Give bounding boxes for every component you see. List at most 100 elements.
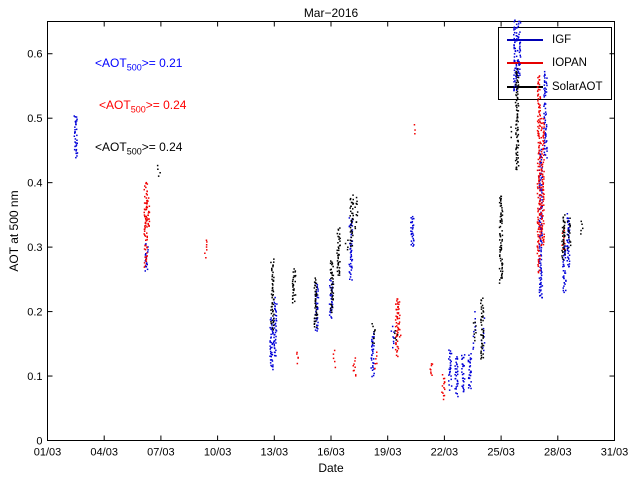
data-point <box>482 347 484 349</box>
data-point <box>456 366 459 368</box>
data-point <box>145 260 148 262</box>
data-point <box>540 249 542 251</box>
data-point <box>540 272 542 275</box>
data-point <box>543 145 546 147</box>
data-point <box>561 226 564 229</box>
data-point <box>396 312 399 314</box>
data-point <box>562 270 565 272</box>
data-point <box>483 336 485 338</box>
data-point <box>539 174 542 177</box>
data-point <box>356 214 359 217</box>
data-point <box>539 279 542 281</box>
data-point <box>567 227 569 230</box>
data-point <box>456 380 459 383</box>
data-point <box>538 214 541 216</box>
data-point <box>443 387 445 389</box>
data-point <box>147 200 149 202</box>
data-point <box>500 277 502 279</box>
data-point <box>463 356 465 359</box>
data-point <box>272 368 274 371</box>
data-point <box>143 214 146 216</box>
data-point <box>538 221 540 224</box>
data-point <box>397 347 400 350</box>
data-point <box>566 248 569 250</box>
data-point <box>568 230 570 232</box>
data-point <box>350 243 353 245</box>
data-point <box>540 162 542 164</box>
data-point <box>146 203 148 205</box>
data-point <box>75 122 77 124</box>
data-point <box>413 217 415 220</box>
data-point <box>356 211 359 213</box>
data-point <box>371 346 373 348</box>
data-point <box>499 233 501 235</box>
data-point <box>372 340 374 343</box>
data-point <box>540 232 543 234</box>
data-point <box>315 295 317 297</box>
data-point <box>146 190 148 193</box>
data-point <box>397 329 399 331</box>
data-point <box>144 221 147 224</box>
data-point <box>271 294 274 297</box>
data-point <box>205 246 208 248</box>
data-point <box>542 185 544 188</box>
data-point <box>351 240 353 242</box>
data-point <box>510 126 512 128</box>
data-point <box>371 344 373 347</box>
data-point <box>500 218 503 220</box>
data-point <box>482 315 484 317</box>
data-point <box>480 308 483 310</box>
data-point <box>270 322 272 325</box>
data-point <box>561 232 564 234</box>
data-point <box>544 133 546 136</box>
data-point <box>274 333 276 336</box>
data-point <box>350 223 353 225</box>
data-point <box>564 257 567 259</box>
data-point <box>540 230 543 232</box>
data-point <box>396 335 398 337</box>
data-point <box>539 200 541 202</box>
data-point <box>540 168 543 170</box>
data-point <box>349 265 351 267</box>
data-point <box>517 147 519 149</box>
data-point <box>536 129 539 132</box>
data-point <box>145 239 147 241</box>
data-point <box>517 20 520 23</box>
data-point <box>542 195 545 198</box>
data-point <box>350 236 353 239</box>
data-point <box>538 194 541 197</box>
data-point <box>144 248 147 251</box>
data-point <box>540 205 543 207</box>
data-point <box>75 144 78 146</box>
data-point <box>538 103 540 105</box>
data-point <box>146 232 148 234</box>
data-point <box>541 190 543 192</box>
data-point <box>73 135 76 137</box>
data-point <box>462 384 465 386</box>
data-point <box>539 120 541 122</box>
data-point <box>352 214 354 217</box>
data-point <box>582 227 584 230</box>
data-point <box>338 236 340 238</box>
data-point <box>271 269 273 272</box>
data-point <box>291 295 294 297</box>
data-point <box>348 263 350 266</box>
data-point <box>431 363 434 365</box>
data-point <box>350 229 352 231</box>
data-point <box>450 352 453 355</box>
data-point <box>270 341 272 344</box>
data-point <box>291 282 294 285</box>
data-point <box>204 252 206 254</box>
data-point <box>515 148 517 151</box>
data-point <box>371 340 373 342</box>
data-point <box>537 196 539 199</box>
data-point <box>448 373 451 375</box>
data-point <box>515 109 518 111</box>
data-point <box>450 378 452 381</box>
data-point <box>145 203 148 205</box>
data-point <box>540 255 543 257</box>
data-point <box>348 225 351 227</box>
data-point <box>539 182 541 184</box>
data-point <box>538 236 541 239</box>
data-point <box>537 216 539 219</box>
